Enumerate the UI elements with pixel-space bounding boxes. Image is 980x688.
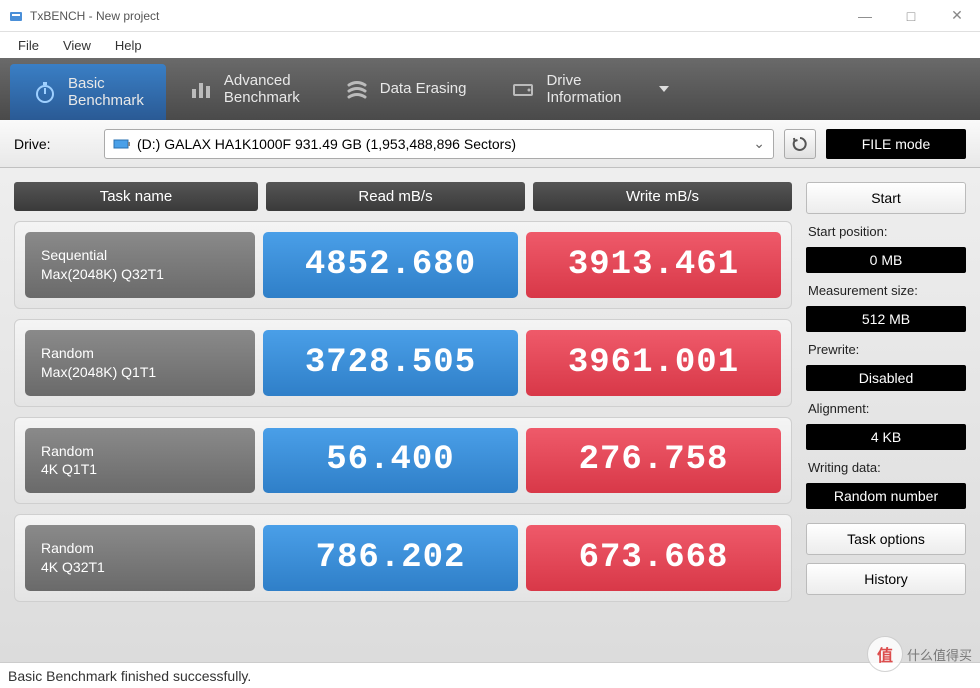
measurement-size-value[interactable]: 512 MB [806, 306, 966, 332]
task-line1: Random [41, 539, 239, 558]
drive-value: (D:) GALAX HA1K1000F 931.49 GB (1,953,48… [137, 136, 516, 152]
menu-help[interactable]: Help [105, 36, 152, 55]
task-line1: Random [41, 442, 239, 461]
refresh-button[interactable] [784, 129, 816, 159]
tab-label: Drive Information [546, 72, 621, 107]
alignment-value[interactable]: 4 KB [806, 424, 966, 450]
write-value: 3961.001 [526, 330, 781, 396]
menu-file[interactable]: File [8, 36, 49, 55]
test-row: Random Max(2048K) Q1T1 3728.505 3961.001 [14, 319, 792, 407]
write-value: 673.668 [526, 525, 781, 591]
watermark-icon: 值 [867, 636, 903, 672]
read-value: 786.202 [263, 525, 518, 591]
stopwatch-icon [32, 79, 58, 105]
test-row: Sequential Max(2048K) Q32T1 4852.680 391… [14, 221, 792, 309]
app-icon [8, 8, 24, 24]
start-button[interactable]: Start [806, 182, 966, 214]
test-row: Random 4K Q32T1 786.202 673.668 [14, 514, 792, 602]
task-name: Random Max(2048K) Q1T1 [25, 330, 255, 396]
writing-data-value[interactable]: Random number [806, 483, 966, 509]
tab-label: Data Erasing [380, 80, 467, 97]
erase-icon [344, 76, 370, 102]
task-line2: 4K Q1T1 [41, 460, 239, 479]
write-value: 3913.461 [526, 232, 781, 298]
statusbar: Basic Benchmark finished successfully. [0, 662, 980, 688]
side-panel: Start Start position: 0 MB Measurement s… [806, 182, 966, 648]
col-write: Write mB/s [533, 182, 792, 211]
history-button[interactable]: History [806, 563, 966, 595]
window-title: TxBENCH - New project [30, 9, 842, 23]
refresh-icon [791, 135, 809, 153]
tab-basic-benchmark[interactable]: Basic Benchmark [10, 64, 166, 120]
tab-label: Advanced Benchmark [224, 72, 300, 107]
col-read: Read mB/s [266, 182, 525, 211]
titlebar: TxBENCH - New project — □ ✕ [0, 0, 980, 32]
drive-label: Drive: [14, 136, 94, 152]
task-line2: 4K Q32T1 [41, 558, 239, 577]
task-name: Random 4K Q1T1 [25, 428, 255, 494]
write-value: 276.758 [526, 428, 781, 494]
task-line2: Max(2048K) Q1T1 [41, 363, 239, 382]
file-mode-button[interactable]: FILE mode [826, 129, 966, 159]
tab-drive-information[interactable]: Drive Information [488, 58, 643, 120]
bar-chart-icon [188, 76, 214, 102]
read-value: 4852.680 [263, 232, 518, 298]
toolbar: Basic Benchmark Advanced Benchmark Data … [0, 58, 980, 120]
drive-icon [510, 76, 536, 102]
task-line1: Random [41, 344, 239, 363]
alignment-label: Alignment: [806, 401, 966, 416]
menubar: File View Help [0, 32, 980, 58]
menu-view[interactable]: View [53, 36, 101, 55]
start-position-label: Start position: [806, 224, 966, 239]
col-task: Task name [14, 182, 258, 211]
results-panel: Task name Read mB/s Write mB/s Sequentia… [14, 182, 792, 648]
close-button[interactable]: ✕ [934, 0, 980, 32]
start-position-value[interactable]: 0 MB [806, 247, 966, 273]
status-text: Basic Benchmark finished successfully. [8, 668, 251, 684]
read-value: 56.400 [263, 428, 518, 494]
prewrite-label: Prewrite: [806, 342, 966, 357]
toolbar-overflow[interactable] [644, 58, 684, 120]
drive-select[interactable]: (D:) GALAX HA1K1000F 931.49 GB (1,953,48… [104, 129, 774, 159]
task-name: Random 4K Q32T1 [25, 525, 255, 591]
task-line2: Max(2048K) Q32T1 [41, 265, 239, 284]
results-header: Task name Read mB/s Write mB/s [14, 182, 792, 211]
maximize-button[interactable]: □ [888, 0, 934, 32]
tab-advanced-benchmark[interactable]: Advanced Benchmark [166, 58, 322, 120]
chevron-down-icon: ⌄ [753, 135, 765, 152]
task-options-button[interactable]: Task options [806, 523, 966, 555]
measurement-size-label: Measurement size: [806, 283, 966, 298]
minimize-button[interactable]: — [842, 0, 888, 32]
writing-data-label: Writing data: [806, 460, 966, 475]
drive-row: Drive: (D:) GALAX HA1K1000F 931.49 GB (1… [0, 120, 980, 168]
read-value: 3728.505 [263, 330, 518, 396]
watermark-text: 什么值得买 [907, 645, 972, 664]
test-row: Random 4K Q1T1 56.400 276.758 [14, 417, 792, 505]
drive-device-icon [113, 137, 131, 151]
tab-data-erasing[interactable]: Data Erasing [322, 58, 489, 120]
watermark: 值 什么值得买 [867, 636, 972, 672]
prewrite-value[interactable]: Disabled [806, 365, 966, 391]
tab-label: Basic Benchmark [68, 75, 144, 110]
task-name: Sequential Max(2048K) Q32T1 [25, 232, 255, 298]
main-area: Task name Read mB/s Write mB/s Sequentia… [0, 168, 980, 662]
task-line1: Sequential [41, 246, 239, 265]
